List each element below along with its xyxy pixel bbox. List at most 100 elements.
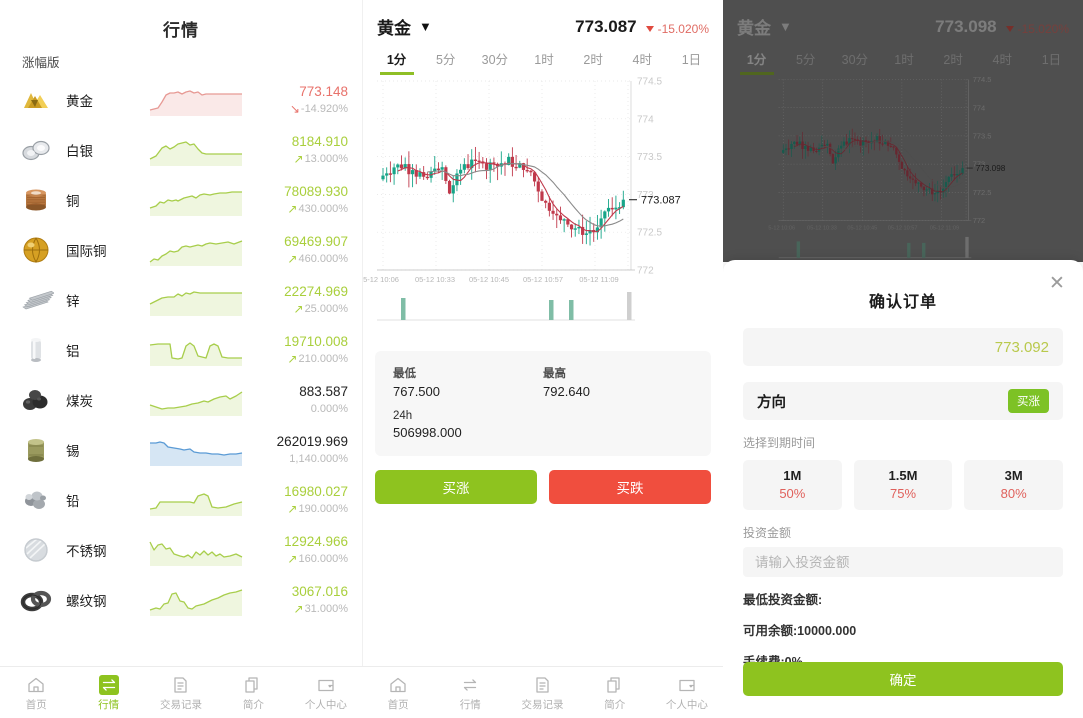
- amount-input[interactable]: [743, 547, 1063, 577]
- timeframe-tab-2时[interactable]: 2时: [943, 53, 963, 67]
- arrow-up-icon: ↗: [287, 202, 298, 217]
- quote-change: ↘ -14.920%: [252, 102, 348, 117]
- timeframe-tab-1日[interactable]: 1日: [1041, 53, 1062, 67]
- quote-row[interactable]: 锡 262019.969 1,140.000%: [0, 425, 362, 475]
- svg-text:05-12 10:45: 05-12 10:45: [469, 275, 509, 284]
- quote-change-text: 13.000%: [304, 152, 348, 165]
- order-chart-symbol[interactable]: 黄金: [737, 19, 771, 38]
- timeframe-tab-4时[interactable]: 4时: [632, 53, 652, 67]
- svg-text:5-12 10:06: 5-12 10:06: [768, 225, 795, 231]
- svg-text:773: 773: [637, 190, 654, 201]
- stainless-disc-icon: [18, 532, 54, 568]
- high-label: 最高: [543, 368, 566, 380]
- order-chart-change: -15.020%: [1005, 22, 1069, 36]
- quote-row[interactable]: 黄金 773.148 ↘ -14.920%: [0, 75, 362, 125]
- quote-sparkline: [128, 530, 248, 570]
- copy-icon: [579, 674, 651, 696]
- quote-change: 0.000%: [252, 402, 348, 417]
- quote-row[interactable]: 铜 78089.930 ↗ 430.000%: [0, 175, 362, 225]
- timeframe-tab-30分[interactable]: 30分: [841, 53, 869, 67]
- quote-price: 78089.930: [284, 184, 348, 200]
- svg-text:773.5: 773.5: [973, 132, 992, 141]
- timeframe-tab-5分[interactable]: 5分: [795, 53, 816, 67]
- quote-change: 1,140.000%: [252, 452, 348, 467]
- nav-item-swap[interactable]: 行情: [434, 674, 506, 712]
- volume-value: 506998.000: [393, 425, 462, 440]
- nav-item-wallet[interactable]: 个人中心: [651, 674, 723, 712]
- nav-item-records[interactable]: 交易记录: [506, 674, 578, 712]
- quote-row[interactable]: 铅 16980.027 ↗ 190.000%: [0, 475, 362, 525]
- svg-text:774: 774: [973, 103, 985, 112]
- quote-change-text: 460.000%: [298, 252, 348, 265]
- order-candlestick-chart: 774.5 774 773.5 773 772.5 772 773.098 5-12 10:0…: [723, 75, 1083, 262]
- expiry-option-1M[interactable]: 1M 50%: [743, 460, 842, 510]
- wallet-icon: [651, 674, 723, 696]
- dimmed-chart-backdrop[interactable]: 黄金 ▼ 773.098 -15.020% 1分 5分 30分 1时 2时 4时 1日 77…: [723, 0, 1083, 262]
- expiry-term: 3M: [1004, 468, 1023, 483]
- chevron-down-icon[interactable]: ▼: [419, 19, 432, 34]
- chart-panel: 黄金 ▼ 773.087 -15.020% 1分 5分 30分 1时 2时 4时 1日 77…: [362, 0, 723, 718]
- svg-text:05-12 10:33: 05-12 10:33: [807, 225, 837, 231]
- svg-text:772: 772: [973, 216, 985, 225]
- nav-item-home[interactable]: 首页: [362, 674, 434, 712]
- quote-row[interactable]: 白银 8184.910 ↗ 13.000%: [0, 125, 362, 175]
- quote-values: 22274.969 ↗ 25.000%: [252, 283, 348, 316]
- quote-name: 铜: [66, 194, 80, 209]
- direction-badge[interactable]: 买涨: [1008, 389, 1049, 413]
- chart-symbol[interactable]: 黄金: [377, 19, 411, 38]
- nav-item-swap[interactable]: 行情: [72, 674, 144, 712]
- home-icon: [0, 674, 72, 696]
- timeframe-tab-5分[interactable]: 5分: [435, 53, 456, 67]
- nav-item-copy[interactable]: 简介: [217, 674, 289, 712]
- timeframe-tab-1分[interactable]: 1分: [733, 49, 780, 75]
- buy-down-button[interactable]: 买跌: [549, 470, 711, 504]
- arrow-up-icon: ↗: [293, 602, 304, 617]
- nav-item-home[interactable]: 首页: [0, 674, 72, 712]
- expiry-option-1.5M[interactable]: 1.5M 75%: [853, 460, 953, 510]
- close-icon[interactable]: ✕: [1049, 273, 1065, 294]
- quote-change: ↗ 31.000%: [252, 602, 349, 617]
- chevron-down-icon[interactable]: ▼: [779, 19, 792, 34]
- quote-row[interactable]: 螺纹钢 3067.016 ↗ 31.000%: [0, 575, 362, 625]
- quote-row[interactable]: 不锈钢 12924.966 ↗ 160.000%: [0, 525, 362, 575]
- order-timeframe-tabs: 1分 5分 30分 1时 2时 4时 1日: [723, 39, 1083, 75]
- nav-item-label: 交易记录: [521, 698, 564, 711]
- quote-change-text: 430.000%: [298, 202, 348, 215]
- quote-price: 22274.969: [284, 284, 348, 300]
- candlestick-chart[interactable]: 774.5 774 773.5 773 772.5 772 773.087 5-12 10:0…: [363, 75, 723, 343]
- quote-sparkline: [128, 230, 248, 270]
- low-value: 767.500: [393, 384, 440, 399]
- quote-row[interactable]: 铝 19710.008 ↗ 210.000%: [0, 325, 362, 375]
- buy-up-button[interactable]: 买涨: [375, 470, 537, 504]
- min-invest-note: 最低投资金额:: [743, 593, 823, 607]
- order-chart-header: 黄金 ▼ 773.098 -15.020%: [723, 0, 1083, 39]
- quote-sparkline: [128, 280, 248, 320]
- quotes-subtab[interactable]: 涨幅版: [22, 56, 60, 70]
- direction-label: 方向: [757, 394, 786, 411]
- quote-row[interactable]: 锌 22274.969 ↗ 25.000%: [0, 275, 362, 325]
- quote-change-text: 1,140.000%: [289, 452, 348, 465]
- timeframe-tab-1分[interactable]: 1分: [373, 49, 420, 75]
- chart-price: 773.087: [575, 16, 637, 36]
- timeframe-tab-2时[interactable]: 2时: [583, 53, 603, 67]
- nav-item-copy[interactable]: 简介: [579, 674, 651, 712]
- nav-item-records[interactable]: 交易记录: [145, 674, 217, 712]
- gold-bar-icon: [18, 82, 54, 118]
- expiry-option-3M[interactable]: 3M 80%: [964, 460, 1064, 510]
- nav-item-label: 个人中心: [304, 698, 347, 711]
- quote-change: ↗ 460.000%: [252, 252, 348, 267]
- quote-values: 69469.907 ↗ 460.000%: [252, 233, 348, 266]
- quote-change-text: 31.000%: [304, 602, 348, 615]
- quote-change-text: 210.000%: [298, 352, 348, 365]
- quote-row[interactable]: 国际铜 69469.907 ↗ 460.000%: [0, 225, 362, 275]
- quote-row[interactable]: 煤炭 883.587 0.000%: [0, 375, 362, 425]
- nav-item-wallet[interactable]: 个人中心: [290, 674, 362, 712]
- timeframe-tab-30分[interactable]: 30分: [481, 53, 509, 67]
- expiry-rate: 50%: [779, 486, 806, 501]
- nav-item-label: 个人中心: [665, 698, 708, 711]
- timeframe-tab-1时[interactable]: 1时: [894, 53, 914, 67]
- confirm-button[interactable]: 确定: [743, 662, 1063, 696]
- timeframe-tab-4时[interactable]: 4时: [992, 53, 1012, 67]
- timeframe-tab-1时[interactable]: 1时: [534, 53, 554, 67]
- timeframe-tab-1日[interactable]: 1日: [681, 53, 702, 67]
